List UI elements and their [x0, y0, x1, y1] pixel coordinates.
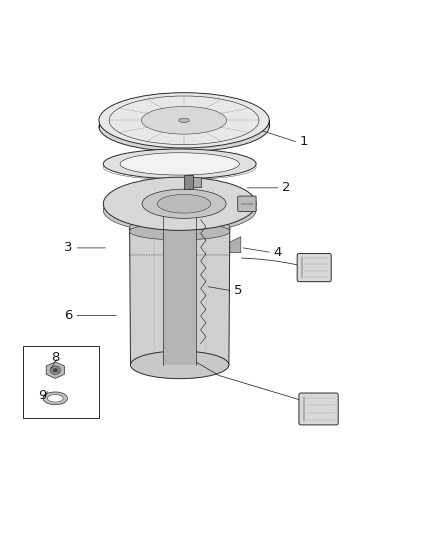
- Ellipse shape: [130, 219, 230, 236]
- FancyBboxPatch shape: [193, 177, 201, 187]
- FancyBboxPatch shape: [297, 254, 331, 281]
- Ellipse shape: [99, 93, 269, 148]
- Ellipse shape: [103, 149, 256, 179]
- Polygon shape: [230, 237, 241, 253]
- FancyBboxPatch shape: [184, 174, 193, 189]
- Ellipse shape: [53, 368, 57, 372]
- Ellipse shape: [120, 153, 239, 175]
- Ellipse shape: [50, 366, 60, 374]
- Ellipse shape: [142, 189, 226, 219]
- Ellipse shape: [157, 195, 211, 213]
- Text: 2: 2: [283, 181, 291, 195]
- Text: 6: 6: [64, 309, 73, 322]
- Polygon shape: [46, 362, 64, 378]
- Ellipse shape: [43, 392, 67, 405]
- Ellipse shape: [99, 102, 269, 151]
- Polygon shape: [163, 201, 196, 365]
- Ellipse shape: [47, 394, 63, 402]
- Ellipse shape: [103, 177, 256, 230]
- Text: 8: 8: [51, 351, 60, 365]
- Ellipse shape: [179, 118, 189, 123]
- Polygon shape: [130, 210, 230, 365]
- Text: 3: 3: [64, 241, 73, 254]
- Ellipse shape: [131, 351, 229, 378]
- Text: 4: 4: [274, 246, 282, 259]
- Ellipse shape: [141, 107, 226, 134]
- Text: 9: 9: [38, 389, 46, 402]
- FancyBboxPatch shape: [22, 346, 99, 418]
- FancyBboxPatch shape: [299, 393, 338, 425]
- Ellipse shape: [103, 188, 256, 233]
- Text: 5: 5: [234, 284, 243, 297]
- Text: 1: 1: [300, 135, 308, 148]
- Ellipse shape: [130, 223, 230, 240]
- FancyBboxPatch shape: [238, 196, 256, 212]
